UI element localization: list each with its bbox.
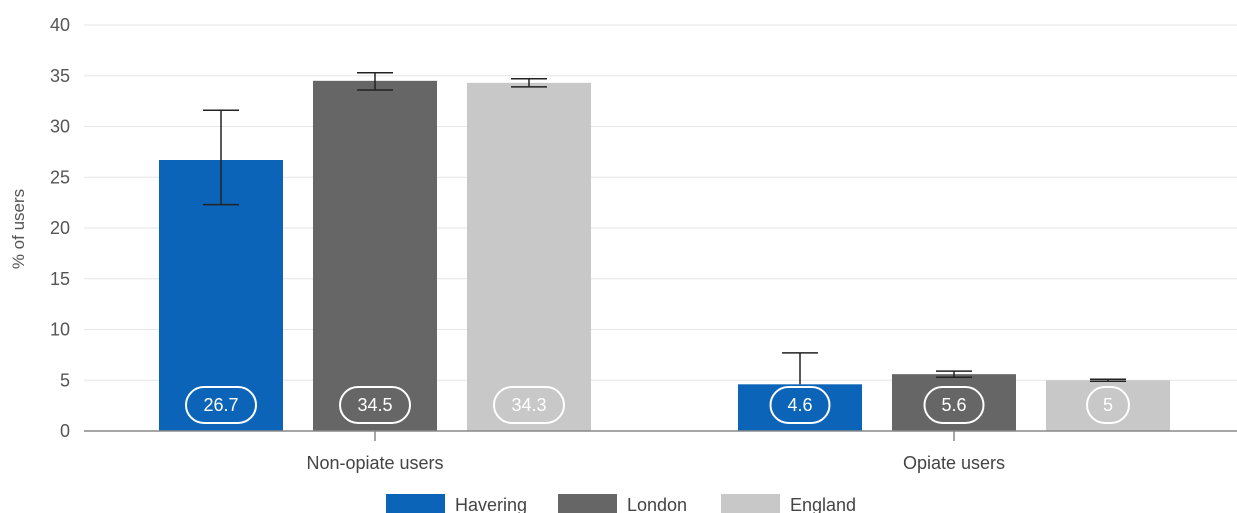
legend-label-england: England bbox=[790, 495, 856, 513]
y-tick-label: 0 bbox=[60, 421, 70, 441]
bars bbox=[159, 80, 1170, 431]
legend-label-london: London bbox=[627, 495, 687, 513]
bar-london bbox=[892, 374, 1016, 431]
y-tick-label: 35 bbox=[50, 66, 70, 86]
y-tick-label: 5 bbox=[60, 370, 70, 390]
legend-swatch-london bbox=[558, 494, 617, 513]
y-axis-title: % of users bbox=[9, 189, 28, 269]
bar-london bbox=[313, 80, 437, 431]
y-tick-label: 30 bbox=[50, 117, 70, 137]
y-tick-label: 15 bbox=[50, 269, 70, 289]
data-label-badge bbox=[1086, 386, 1130, 424]
data-label: 5 bbox=[1103, 395, 1113, 415]
y-tick-label: 20 bbox=[50, 218, 70, 238]
data-label: 34.3 bbox=[511, 395, 546, 415]
data-label-badge bbox=[339, 386, 411, 424]
data-label-badge bbox=[185, 386, 257, 424]
x-category-label: Opiate users bbox=[903, 453, 1005, 473]
data-label: 4.6 bbox=[787, 395, 812, 415]
error-bars bbox=[203, 71, 1126, 385]
data-label-badge bbox=[493, 386, 565, 424]
bar-england bbox=[467, 82, 591, 431]
legend-swatch-havering bbox=[386, 494, 445, 513]
y-tick-label: 25 bbox=[50, 167, 70, 187]
data-label: 34.5 bbox=[357, 395, 392, 415]
y-tick-label: 10 bbox=[50, 320, 70, 340]
y-axis-ticks: 0 5 10 15 20 25 30 35 40 bbox=[50, 15, 70, 441]
data-label: 26.7 bbox=[203, 395, 238, 415]
x-axis-categories: Non-opiate users Opiate users bbox=[306, 431, 1005, 473]
data-label-badge bbox=[769, 386, 831, 424]
legend: Havering London England bbox=[386, 494, 856, 513]
legend-label-havering: Havering bbox=[455, 495, 527, 513]
data-label: 5.6 bbox=[941, 395, 966, 415]
data-labels: 26.7 34.5 34.3 4.6 5.6 5 bbox=[185, 386, 1130, 424]
data-label-badge bbox=[923, 386, 985, 424]
y-tick-label: 40 bbox=[50, 15, 70, 35]
legend-swatch-england bbox=[721, 494, 780, 513]
x-category-label: Non-opiate users bbox=[306, 453, 443, 473]
